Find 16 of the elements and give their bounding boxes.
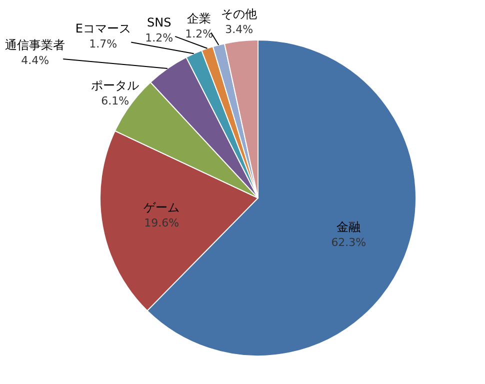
slice-label: SNS [147, 15, 172, 30]
slice-label: ポータル [91, 78, 140, 93]
data-label: 1.7% [89, 37, 118, 50]
slice-label: Eコマース [75, 21, 131, 36]
slice-label: 通信事業者 [5, 38, 66, 52]
data-label: 19.6% [144, 216, 180, 230]
slice-label: 金融 [336, 220, 361, 234]
slice-label: その他 [221, 7, 258, 22]
data-label: 6.1% [101, 94, 130, 108]
slice-label: ゲーム [144, 200, 180, 214]
data-label: 1.2% [185, 28, 214, 41]
slice-label: 企業 [187, 12, 212, 26]
data-label: 4.4% [21, 54, 50, 67]
data-label: 3.4% [225, 23, 254, 36]
data-label: 1.2% [145, 31, 174, 44]
data-label: 62.3% [331, 236, 366, 250]
